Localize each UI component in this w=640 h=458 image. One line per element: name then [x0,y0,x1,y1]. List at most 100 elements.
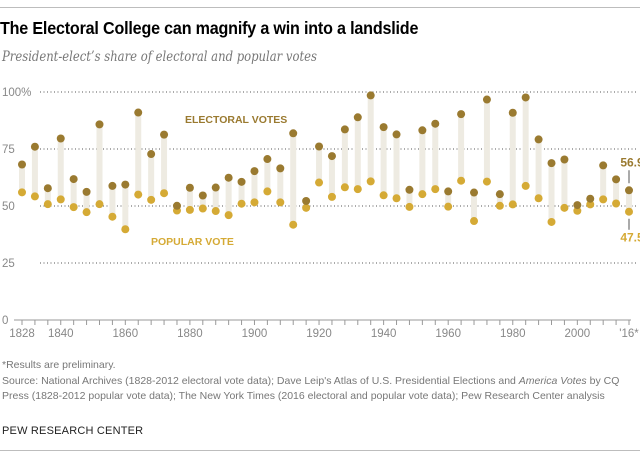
electoral-vote-point [289,129,298,138]
electoral-vote-point [612,175,621,184]
y-tick-label: 25 [2,258,15,270]
popular-vote-point [327,192,336,201]
electoral-vote-point [82,187,91,196]
popular-vote-point [30,192,39,201]
dumbbell-chart: 0 25 50 75 100% 1828 1840 1860 1880 1900 1920 1940… [2,87,640,340]
electoral-vote-point [121,180,130,189]
electoral-vote-point [418,126,427,135]
electoral-vote-point [495,190,504,199]
annotation-popular-2016: 47.5 [620,231,640,245]
popular-vote-point [211,207,220,216]
electoral-vote-point [379,123,388,132]
electoral-vote-point [431,119,440,128]
source-text-italic: America Votes [518,375,587,387]
popular-vote-point [599,195,608,204]
popular-vote-point [198,204,207,213]
bottom-rule [0,450,640,451]
electoral-vote-point [263,155,272,164]
y-tick-label: 100% [2,87,31,99]
footnote: *Results are preliminary. [2,359,116,371]
y-tick-label: 0 [2,315,8,327]
popular-vote-point [237,199,246,208]
electoral-vote-point [276,164,285,173]
electoral-vote-point [237,177,246,186]
popular-vote-point [457,176,466,185]
electoral-vote-point [547,159,556,168]
popular-vote-point [43,200,52,209]
electoral-vote-point [211,183,220,192]
popular-vote-point [302,203,311,212]
electoral-vote-point [534,135,543,144]
electoral-vote-point [185,183,194,192]
electoral-vote-point [327,152,336,161]
electoral-vote-point [69,175,78,184]
electoral-vote-point [508,108,517,117]
electoral-vote-point [43,184,52,193]
popular-vote-point [250,198,259,207]
x-tick-label: 1840 [48,328,74,340]
x-tick-label: 1900 [242,328,268,340]
source-text-a: Source: National Archives (1828-2012 ele… [2,375,519,387]
popular-vote-point [289,220,298,229]
electoral-vote-point [198,191,207,200]
electoral-vote-point [18,160,26,169]
x-tick-label: 1860 [113,328,139,340]
popular-vote-point [121,225,130,234]
electoral-vote-point [134,108,143,117]
popular-vote-point [521,181,530,190]
electoral-vote-point [30,142,39,151]
popular-vote-point [482,177,491,186]
x-tick-label: 1920 [306,328,332,340]
popular-vote-point [366,177,375,186]
electoral-vote-point [405,185,414,194]
top-rule [0,7,640,8]
y-tick-label: 50 [2,201,15,213]
x-tick-label: 1880 [177,328,203,340]
chart-title: The Electoral College can magnify a win … [0,18,419,38]
x-tick-label: 1980 [500,328,526,340]
popular-vote-point [573,206,582,215]
popular-vote-point [340,183,349,192]
popular-vote-point [431,185,440,194]
series-label-electoral: ELECTORAL VOTES [185,114,287,126]
x-tick-label: 1960 [435,328,461,340]
electoral-vote-point [599,161,608,170]
popular-vote-point [586,200,595,209]
popular-vote-point [392,194,401,203]
electoral-vote-point [315,142,324,151]
popular-vote-point [418,190,427,199]
series-label-popular: POPULAR VOTE [151,236,234,248]
y-tick-label: 75 [2,144,15,156]
x-tick-label: '16* [619,328,639,340]
popular-vote-point [69,203,78,212]
x-tick-label: 1828 [9,328,35,340]
x-axis: 1828 1840 1860 1880 1900 1920 1940 1960 1980 2000… [9,319,639,340]
popular-vote-point [185,205,194,214]
popular-vote-point [353,185,362,194]
electoral-vote-point [625,186,633,195]
x-tick-label: 1940 [371,328,397,340]
popular-vote-point [379,191,388,200]
popular-vote-point [147,195,156,204]
data-points [18,91,633,234]
popular-vote-point [547,217,556,226]
electoral-vote-point [160,130,169,139]
electoral-vote-point [482,95,491,104]
popular-vote-point [405,202,414,211]
popular-vote-point [18,188,26,197]
electoral-vote-point [108,181,117,190]
electoral-vote-point [392,130,401,139]
source-note: Source: National Archives (1828-2012 ele… [2,374,634,404]
electoral-vote-point [95,120,104,129]
popular-vote-point [495,201,504,210]
popular-vote-point [444,202,453,211]
annotation-electoral-2016: 56.9 [620,155,640,169]
popular-vote-point [95,200,104,209]
popular-vote-point [160,189,169,198]
brand-logo-text: PEW RESEARCH CENTER [2,425,144,437]
popular-vote-point [263,187,272,196]
electoral-vote-point [457,110,466,119]
popular-vote-point [625,207,633,216]
gridlines: 0 25 50 75 100% [2,87,636,327]
popular-vote-point [612,199,621,208]
